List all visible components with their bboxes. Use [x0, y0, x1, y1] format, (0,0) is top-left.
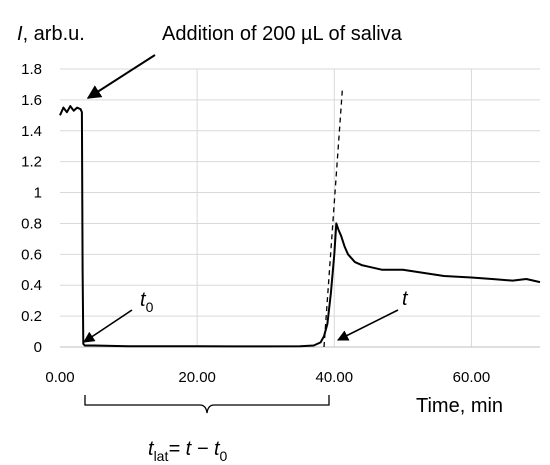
y-tick-label: 0.6: [21, 246, 42, 263]
intensity-series-line: [59, 105, 541, 348]
y-tick-label: 1.8: [21, 61, 42, 78]
y-tick-label: 0.8: [21, 215, 42, 232]
annotation-t: t: [402, 288, 409, 310]
y-tick-label: 1: [34, 185, 42, 202]
brace-latency: [84, 395, 330, 414]
x-axis-label: Time, min: [416, 395, 503, 417]
annotation-t0: t0: [140, 289, 154, 315]
y-tick-label: 0.2: [21, 308, 42, 325]
formula-tlat: tlat= t − t0: [148, 438, 228, 464]
arrow-t0: [83, 309, 133, 343]
y-tick-label: 0.4: [21, 277, 42, 294]
x-tick-label: 60.00: [453, 369, 491, 386]
y-tick-label: 0: [34, 339, 42, 356]
y-tick-label: 1.2: [21, 154, 42, 171]
arrow-addition: [86, 54, 156, 99]
x-tick-label: 20.00: [178, 369, 216, 386]
tangent-dashed-line: [323, 87, 344, 348]
x-tick-label: 40.00: [316, 369, 354, 386]
arrow-t: [336, 309, 399, 341]
x-tick-label: 0.00: [45, 369, 74, 386]
annotation-addition: Addition of 200 µL of saliva: [162, 23, 403, 45]
y-axis-label: I, arb.u.: [17, 23, 85, 45]
y-tick-label: 1.6: [21, 92, 42, 109]
y-tick-label: 1.4: [21, 123, 42, 140]
